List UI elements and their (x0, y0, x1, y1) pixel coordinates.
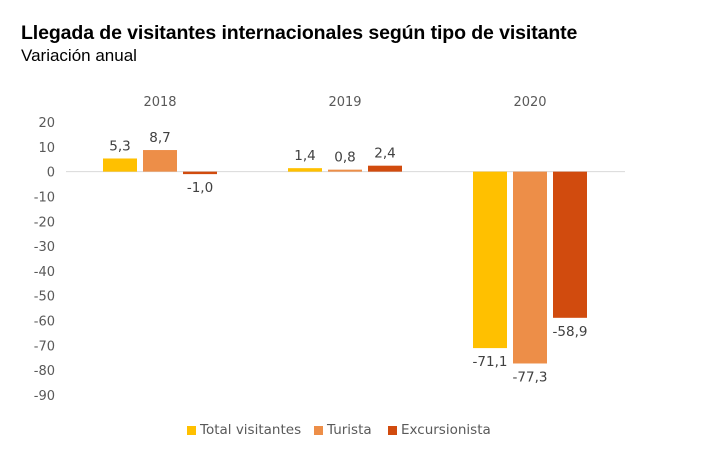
data-label: -71,1 (473, 354, 508, 370)
bar-total-visitantes (473, 171, 507, 349)
legend-label: Total visitantes (200, 422, 302, 438)
data-label: -58,9 (553, 324, 588, 340)
legend-swatch (314, 425, 323, 435)
bar-total-visitantes (103, 158, 137, 172)
y-tick-label: -20 (34, 215, 55, 230)
chart-subtitle: Variación anual (21, 46, 137, 65)
y-tick-label: -70 (34, 339, 55, 354)
category-label: 2019 (328, 95, 361, 110)
data-label: -1,0 (187, 180, 213, 196)
data-label: 0,8 (334, 150, 355, 166)
legend-item: Excursionista (388, 422, 491, 438)
y-tick-label: -40 (34, 265, 55, 280)
y-tick-label: -90 (34, 389, 55, 404)
data-label: 5,3 (109, 138, 130, 154)
data-label: 8,7 (149, 130, 170, 146)
legend-label: Excursionista (401, 422, 491, 438)
data-label: -77,3 (513, 369, 548, 385)
bar-turista (143, 150, 177, 172)
legend-swatch (187, 425, 196, 435)
y-tick-label: 10 (38, 141, 55, 156)
y-tick-label: -80 (34, 364, 55, 379)
bar-total-visitantes (288, 168, 322, 172)
legend-swatch (388, 425, 397, 435)
bar-turista (513, 171, 547, 364)
data-label: 2,4 (374, 146, 395, 162)
bar-excursionista (368, 165, 402, 172)
legend-item: Total visitantes (187, 422, 301, 438)
y-tick-label: 0 (47, 166, 55, 181)
y-tick-label: -60 (34, 315, 55, 330)
y-tick-label: -30 (34, 240, 55, 255)
category-label: 2018 (143, 95, 176, 110)
bar-excursionista (553, 171, 587, 318)
chart-legend: Total visitantes Turista Excursionista (0, 422, 709, 440)
y-tick-label: 20 (38, 116, 55, 131)
data-label: 1,4 (294, 148, 315, 164)
y-tick-label: -50 (34, 290, 55, 305)
bar-turista (328, 169, 362, 172)
bar-excursionista (183, 171, 217, 175)
legend-label: Turista (327, 422, 372, 438)
chart-title: Llegada de visitantes internacionales se… (21, 22, 578, 44)
y-tick-label: -10 (34, 190, 55, 205)
category-label: 2020 (513, 95, 546, 110)
legend-item: Turista (314, 422, 372, 438)
